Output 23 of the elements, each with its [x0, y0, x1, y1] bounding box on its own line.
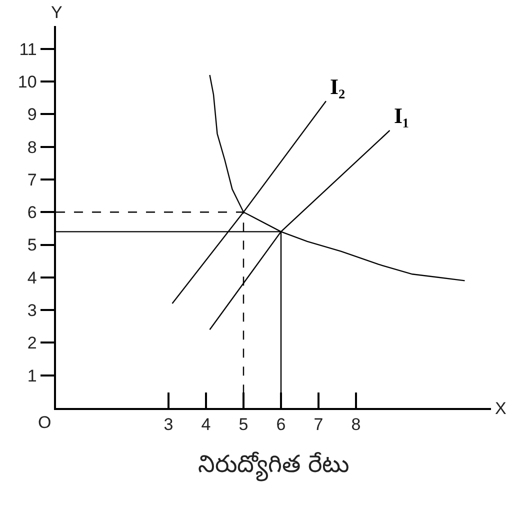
y-tick-label: 7: [27, 170, 37, 190]
x-tick-label: 7: [314, 415, 324, 434]
x-tick-label: 4: [201, 415, 211, 434]
x-tick-label: 6: [276, 415, 286, 434]
y-axis-title: Y: [51, 3, 62, 22]
y-tick-label: 10: [18, 72, 37, 92]
x-tick-label: 8: [351, 415, 361, 434]
x-tick-label: 3: [164, 415, 174, 434]
series-label: I₁: [394, 103, 410, 128]
y-tick-label: 1: [27, 366, 37, 386]
series-label: I₂: [330, 74, 346, 99]
y-tick-label: 6: [27, 203, 37, 222]
y-tick-label: 3: [27, 301, 37, 320]
x-axis-title: నిరుద్యోగిత రేటు: [198, 450, 349, 482]
y-tick-label: 5: [27, 236, 37, 255]
y-tick-label: 2: [27, 334, 37, 353]
y-tick-label: 11: [19, 40, 37, 59]
text: O: [38, 413, 52, 432]
y-tick-label: 8: [27, 138, 37, 157]
y-tick-label: 4: [27, 268, 37, 288]
x-tick-label: 5: [238, 415, 248, 434]
text: X: [495, 399, 506, 418]
y-tick-label: 9: [27, 105, 37, 124]
